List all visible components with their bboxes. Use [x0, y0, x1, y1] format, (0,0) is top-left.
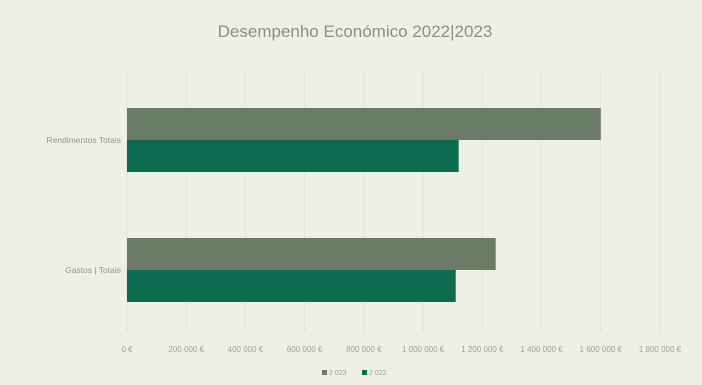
x-tick-label: 600 000 € [287, 345, 323, 354]
category-label: Rendimentos Totais [47, 135, 122, 145]
x-axis-tick-labels: 0 € 200 000 € 400 000 € 600 000 € 800 000 € 1… [121, 345, 681, 354]
x-tick-label: 800 000 € [346, 345, 382, 354]
bar-2022 [127, 270, 456, 302]
legend-label: 2 022 [369, 370, 387, 377]
legend: 2 023 2 022 [322, 370, 387, 377]
x-tick-label: 1 000 000 € [402, 345, 445, 354]
x-tick-label: 1 800 000 € [639, 345, 682, 354]
category-labels: Rendimentos Totais Gastos | Totais [47, 135, 122, 275]
x-tick-label: 1 200 000 € [461, 345, 504, 354]
legend-swatch [362, 370, 367, 375]
x-tick-label: 1 400 000 € [520, 345, 563, 354]
category-label: Gastos | Totais [65, 265, 121, 275]
bar-2022 [127, 140, 459, 172]
x-tick-label: 0 € [121, 345, 133, 354]
bars [127, 108, 601, 302]
bar-2023 [127, 108, 601, 140]
x-tick-label: 400 000 € [228, 345, 264, 354]
legend-label: 2 023 [329, 370, 347, 377]
x-tick-label: 200 000 € [168, 345, 204, 354]
legend-swatch [322, 370, 327, 375]
chart-title: Desempenho Económico 2022|2023 [218, 22, 493, 41]
bar-2023 [127, 238, 496, 270]
x-tick-label: 1 600 000 € [580, 345, 623, 354]
